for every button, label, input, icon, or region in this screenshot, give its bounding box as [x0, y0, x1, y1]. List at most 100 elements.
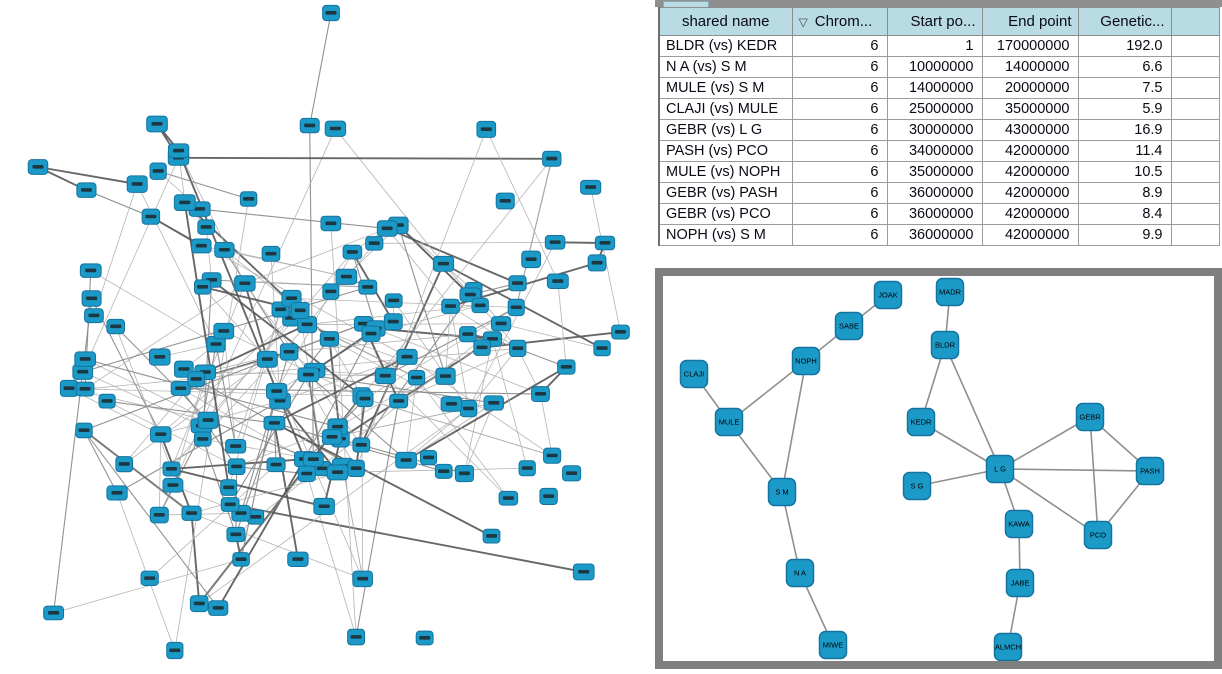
cell-shared-name[interactable]: CLAJI (vs) MULE: [659, 99, 792, 120]
network-node[interactable]: [76, 423, 92, 438]
network-node[interactable]: [396, 452, 417, 468]
network-node[interactable]: [291, 302, 309, 318]
network-node[interactable]: [359, 280, 377, 294]
cell-genetic[interactable]: 11.4: [1078, 141, 1171, 162]
network-node[interactable]: [362, 326, 380, 342]
network-node[interactable]: [163, 478, 183, 492]
network-node[interactable]: [390, 394, 408, 408]
network-node[interactable]: [322, 430, 341, 445]
network-node[interactable]: [209, 601, 228, 616]
network-node[interactable]: [496, 193, 514, 209]
cell-shared-name[interactable]: BLDR (vs) KEDR: [659, 36, 792, 57]
network-node[interactable]: [171, 382, 190, 396]
network-edge[interactable]: [387, 229, 517, 284]
network-node[interactable]: [343, 245, 362, 259]
cell-end-point[interactable]: 35000000: [982, 99, 1078, 120]
cell-shared-name[interactable]: GEBR (vs) PASH: [659, 183, 792, 204]
network-edge[interactable]: [192, 513, 363, 579]
cell-end-point[interactable]: 170000000: [982, 36, 1078, 57]
cell-chromosome[interactable]: 6: [792, 36, 887, 57]
cell-end-point[interactable]: 42000000: [982, 141, 1078, 162]
network-node[interactable]: [483, 529, 500, 543]
network-node[interactable]: [545, 236, 565, 250]
column-header-start-point[interactable]: Start po...: [887, 8, 982, 36]
cell-chromosome[interactable]: 6: [792, 141, 887, 162]
network-node[interactable]: [588, 255, 606, 271]
cell-start-point[interactable]: 36000000: [887, 204, 982, 225]
subnetwork-node[interactable]: N A: [787, 560, 814, 587]
cell-chromosome[interactable]: 6: [792, 162, 887, 183]
network-edge[interactable]: [38, 167, 137, 184]
network-node[interactable]: [323, 284, 339, 299]
network-node[interactable]: [508, 299, 524, 315]
panel-grip-tab[interactable]: [663, 1, 709, 7]
cell-start-point[interactable]: 36000000: [887, 225, 982, 246]
network-edge[interactable]: [300, 311, 322, 469]
network-node[interactable]: [357, 391, 373, 407]
network-node[interactable]: [460, 401, 476, 417]
cell-start-point[interactable]: 14000000: [887, 78, 982, 99]
network-node[interactable]: [532, 387, 550, 402]
network-node[interactable]: [385, 294, 402, 308]
network-node[interactable]: [168, 144, 188, 158]
cell-shared-name[interactable]: MULE (vs) S M: [659, 78, 792, 99]
network-node[interactable]: [77, 183, 96, 197]
network-node[interactable]: [85, 309, 104, 323]
cell-start-point[interactable]: 1: [887, 36, 982, 57]
cell-chromosome[interactable]: 6: [792, 204, 887, 225]
cell-end-point[interactable]: 42000000: [982, 204, 1078, 225]
network-edge[interactable]: [158, 171, 248, 199]
network-node[interactable]: [408, 370, 424, 384]
subnetwork-node[interactable]: S M: [769, 479, 796, 506]
subnetwork-node[interactable]: CLAJI: [681, 361, 708, 388]
network-node[interactable]: [227, 527, 245, 541]
network-node[interactable]: [214, 323, 234, 339]
cell-start-point[interactable]: 36000000: [887, 183, 982, 204]
network-edge[interactable]: [179, 151, 245, 284]
cell-start-point[interactable]: 34000000: [887, 141, 982, 162]
network-node[interactable]: [195, 280, 211, 294]
network-node[interactable]: [573, 564, 594, 580]
network-node[interactable]: [190, 596, 208, 612]
network-edge[interactable]: [492, 339, 566, 367]
network-node[interactable]: [267, 383, 287, 399]
network-node[interactable]: [416, 631, 433, 645]
network-node[interactable]: [141, 571, 158, 585]
subnetwork-node[interactable]: NOPH: [793, 348, 820, 375]
network-edge[interactable]: [374, 242, 555, 243]
network-node[interactable]: [327, 465, 348, 480]
cell-genetic[interactable]: 8.9: [1078, 183, 1171, 204]
network-node[interactable]: [182, 506, 201, 520]
network-node[interactable]: [194, 432, 211, 446]
column-header-genetic[interactable]: Genetic...: [1078, 8, 1171, 36]
network-node[interactable]: [149, 349, 170, 365]
cell-genetic[interactable]: 9.9: [1078, 225, 1171, 246]
network-edge[interactable]: [230, 505, 584, 572]
subnetwork-node[interactable]: MADR: [937, 279, 964, 306]
cell-start-point[interactable]: 30000000: [887, 120, 982, 141]
subnetwork-node[interactable]: PCO: [1085, 522, 1112, 549]
subnetwork-edge[interactable]: [1000, 469, 1150, 471]
network-node[interactable]: [348, 460, 365, 476]
network-node[interactable]: [477, 121, 496, 137]
network-node[interactable]: [300, 118, 319, 132]
network-node[interactable]: [433, 256, 453, 271]
subnetwork-node[interactable]: KEDR: [908, 409, 935, 436]
network-node[interactable]: [612, 325, 630, 339]
network-node[interactable]: [151, 427, 171, 442]
network-node[interactable]: [436, 368, 455, 384]
network-node[interactable]: [192, 239, 212, 253]
network-node[interactable]: [150, 163, 166, 179]
network-node[interactable]: [267, 458, 285, 472]
network-node[interactable]: [142, 209, 160, 224]
network-node[interactable]: [491, 317, 510, 331]
column-header-end-point[interactable]: End point: [982, 8, 1078, 36]
network-node[interactable]: [314, 498, 335, 514]
network-edge[interactable]: [159, 434, 160, 515]
cell-end-point[interactable]: 42000000: [982, 225, 1078, 246]
cell-chromosome[interactable]: 6: [792, 99, 887, 120]
network-node[interactable]: [288, 552, 308, 566]
network-edge[interactable]: [343, 466, 363, 578]
